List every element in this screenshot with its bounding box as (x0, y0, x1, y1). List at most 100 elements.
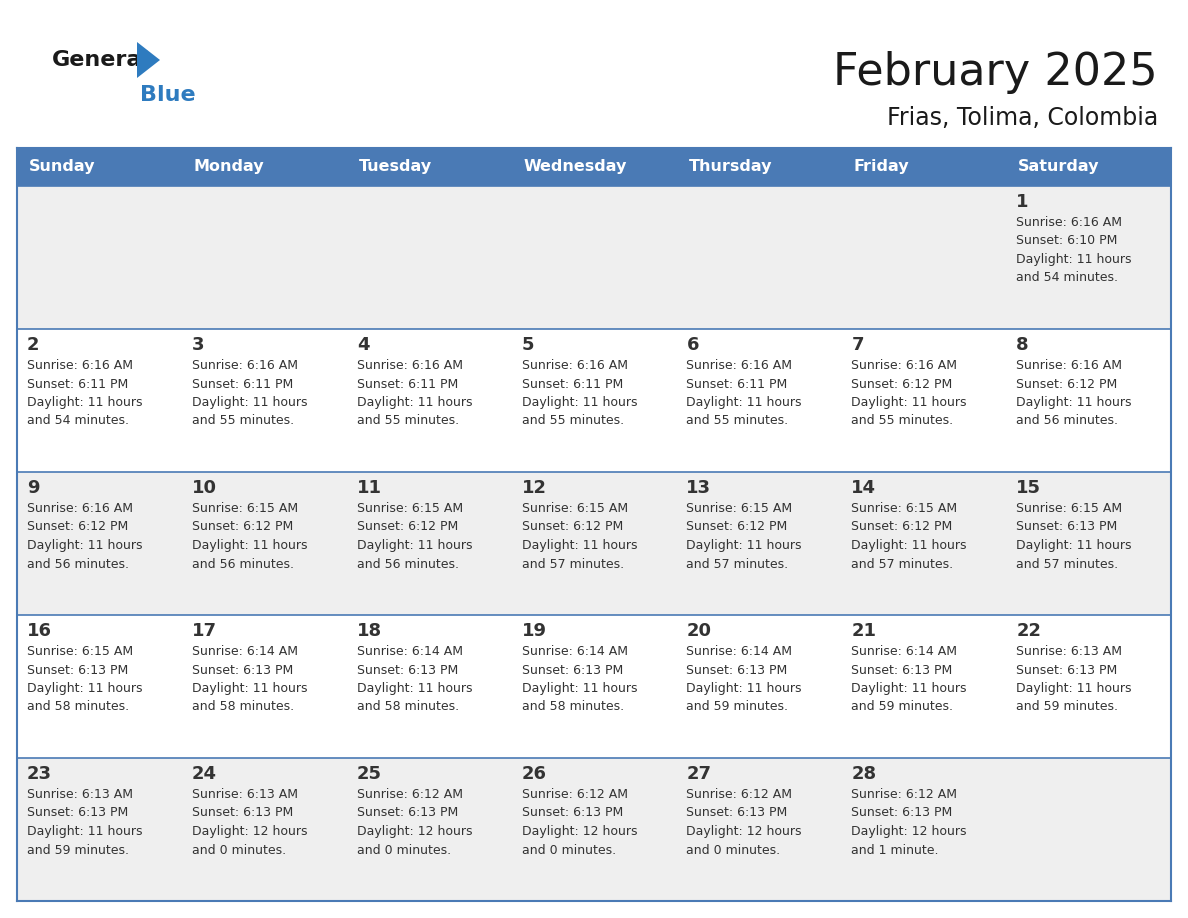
Bar (17, 758, 1171, 901)
Text: 22: 22 (1016, 622, 1041, 640)
Text: and 54 minutes.: and 54 minutes. (27, 415, 129, 428)
Text: Daylight: 11 hours: Daylight: 11 hours (356, 682, 472, 695)
Text: Sunset: 6:13 PM: Sunset: 6:13 PM (356, 664, 457, 677)
Text: Daylight: 11 hours: Daylight: 11 hours (522, 396, 637, 409)
Text: Sunrise: 6:15 AM: Sunrise: 6:15 AM (27, 645, 133, 658)
Text: 9: 9 (27, 479, 39, 497)
Text: Daylight: 11 hours: Daylight: 11 hours (1016, 253, 1132, 266)
Text: Sunrise: 6:16 AM: Sunrise: 6:16 AM (1016, 359, 1123, 372)
Text: Sunrise: 6:12 AM: Sunrise: 6:12 AM (356, 788, 462, 801)
Text: Sunrise: 6:15 AM: Sunrise: 6:15 AM (356, 502, 463, 515)
Text: and 55 minutes.: and 55 minutes. (356, 415, 459, 428)
Text: Daylight: 11 hours: Daylight: 11 hours (852, 396, 967, 409)
Text: Sunset: 6:11 PM: Sunset: 6:11 PM (687, 377, 788, 390)
Text: February 2025: February 2025 (833, 50, 1158, 94)
Text: Sunset: 6:13 PM: Sunset: 6:13 PM (191, 664, 293, 677)
Text: Sunrise: 6:14 AM: Sunrise: 6:14 AM (522, 645, 627, 658)
Text: and 57 minutes.: and 57 minutes. (687, 557, 789, 570)
Text: 18: 18 (356, 622, 381, 640)
Text: Daylight: 11 hours: Daylight: 11 hours (852, 682, 967, 695)
Text: Daylight: 11 hours: Daylight: 11 hours (522, 539, 637, 552)
Text: Daylight: 11 hours: Daylight: 11 hours (27, 682, 143, 695)
Text: Daylight: 11 hours: Daylight: 11 hours (191, 396, 308, 409)
Text: Sunset: 6:12 PM: Sunset: 6:12 PM (356, 521, 457, 533)
Text: and 59 minutes.: and 59 minutes. (852, 700, 953, 713)
Text: 1: 1 (1016, 193, 1029, 211)
Bar (17, 186, 1171, 329)
Text: Sunset: 6:11 PM: Sunset: 6:11 PM (27, 377, 128, 390)
Text: Sunrise: 6:12 AM: Sunrise: 6:12 AM (687, 788, 792, 801)
Text: Sunset: 6:13 PM: Sunset: 6:13 PM (27, 807, 128, 820)
Text: Wednesday: Wednesday (524, 160, 627, 174)
Text: 3: 3 (191, 336, 204, 354)
Text: Sunset: 6:12 PM: Sunset: 6:12 PM (852, 377, 953, 390)
Text: Monday: Monday (194, 160, 265, 174)
Text: Sunset: 6:13 PM: Sunset: 6:13 PM (852, 664, 953, 677)
Text: Sunset: 6:13 PM: Sunset: 6:13 PM (356, 807, 457, 820)
Text: and 55 minutes.: and 55 minutes. (852, 415, 954, 428)
Text: Sunrise: 6:13 AM: Sunrise: 6:13 AM (191, 788, 298, 801)
Text: Daylight: 11 hours: Daylight: 11 hours (1016, 682, 1132, 695)
Text: and 55 minutes.: and 55 minutes. (687, 415, 789, 428)
Text: and 1 minute.: and 1 minute. (852, 844, 939, 856)
Text: Daylight: 11 hours: Daylight: 11 hours (27, 539, 143, 552)
Text: and 0 minutes.: and 0 minutes. (191, 844, 286, 856)
Text: 25: 25 (356, 765, 381, 783)
Text: Daylight: 11 hours: Daylight: 11 hours (687, 539, 802, 552)
Text: Tuesday: Tuesday (359, 160, 432, 174)
Text: Sunrise: 6:14 AM: Sunrise: 6:14 AM (191, 645, 298, 658)
Text: and 59 minutes.: and 59 minutes. (1016, 700, 1118, 713)
Text: Sunrise: 6:14 AM: Sunrise: 6:14 AM (356, 645, 462, 658)
Text: Thursday: Thursday (688, 160, 772, 174)
Text: Daylight: 11 hours: Daylight: 11 hours (687, 682, 802, 695)
Text: Frias, Tolima, Colombia: Frias, Tolima, Colombia (886, 106, 1158, 130)
Text: and 0 minutes.: and 0 minutes. (522, 844, 615, 856)
Text: 2: 2 (27, 336, 39, 354)
Text: and 59 minutes.: and 59 minutes. (687, 700, 789, 713)
Text: and 58 minutes.: and 58 minutes. (522, 700, 624, 713)
Text: and 54 minutes.: and 54 minutes. (1016, 272, 1118, 285)
Text: and 57 minutes.: and 57 minutes. (522, 557, 624, 570)
Text: Daylight: 11 hours: Daylight: 11 hours (687, 396, 802, 409)
Text: Daylight: 12 hours: Daylight: 12 hours (356, 825, 472, 838)
Text: 6: 6 (687, 336, 699, 354)
Text: Sunset: 6:11 PM: Sunset: 6:11 PM (191, 377, 293, 390)
Text: Sunset: 6:12 PM: Sunset: 6:12 PM (687, 521, 788, 533)
Text: 23: 23 (27, 765, 52, 783)
Text: Sunset: 6:10 PM: Sunset: 6:10 PM (1016, 234, 1118, 248)
Text: and 58 minutes.: and 58 minutes. (191, 700, 293, 713)
Text: and 56 minutes.: and 56 minutes. (1016, 415, 1118, 428)
Text: 24: 24 (191, 765, 217, 783)
Text: and 57 minutes.: and 57 minutes. (1016, 557, 1118, 570)
Text: 28: 28 (852, 765, 877, 783)
Text: 21: 21 (852, 622, 877, 640)
Text: 15: 15 (1016, 479, 1041, 497)
Text: 19: 19 (522, 622, 546, 640)
Text: Daylight: 11 hours: Daylight: 11 hours (191, 539, 308, 552)
Text: General: General (52, 50, 150, 70)
Text: Daylight: 11 hours: Daylight: 11 hours (27, 396, 143, 409)
Text: Sunrise: 6:12 AM: Sunrise: 6:12 AM (522, 788, 627, 801)
Text: Sunset: 6:13 PM: Sunset: 6:13 PM (852, 807, 953, 820)
Text: Sunrise: 6:13 AM: Sunrise: 6:13 AM (1016, 645, 1123, 658)
Text: Blue: Blue (140, 85, 196, 105)
Bar (17, 329, 1171, 472)
Text: Sunset: 6:13 PM: Sunset: 6:13 PM (687, 664, 788, 677)
Text: Sunrise: 6:16 AM: Sunrise: 6:16 AM (1016, 216, 1123, 229)
Text: Sunset: 6:12 PM: Sunset: 6:12 PM (1016, 377, 1118, 390)
Text: Sunday: Sunday (29, 160, 95, 174)
Text: 5: 5 (522, 336, 535, 354)
Text: 16: 16 (27, 622, 52, 640)
Text: Sunrise: 6:14 AM: Sunrise: 6:14 AM (687, 645, 792, 658)
Text: Sunrise: 6:16 AM: Sunrise: 6:16 AM (27, 359, 133, 372)
Text: 12: 12 (522, 479, 546, 497)
Text: and 55 minutes.: and 55 minutes. (191, 415, 293, 428)
Bar (17, 615, 1171, 758)
Text: Sunrise: 6:16 AM: Sunrise: 6:16 AM (852, 359, 958, 372)
Text: Sunrise: 6:13 AM: Sunrise: 6:13 AM (27, 788, 133, 801)
Text: and 0 minutes.: and 0 minutes. (687, 844, 781, 856)
Text: 8: 8 (1016, 336, 1029, 354)
Text: Sunrise: 6:15 AM: Sunrise: 6:15 AM (1016, 502, 1123, 515)
Text: Daylight: 11 hours: Daylight: 11 hours (1016, 396, 1132, 409)
Text: 20: 20 (687, 622, 712, 640)
